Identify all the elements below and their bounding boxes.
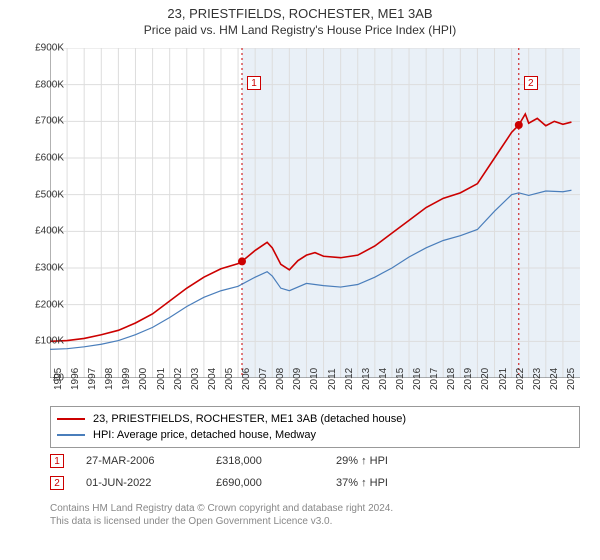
x-tick-label: 2011 — [327, 368, 338, 390]
sale-marker-num-2: 2 — [54, 478, 60, 489]
chart-title: 23, PRIESTFIELDS, ROCHESTER, ME1 3AB — [0, 0, 600, 21]
x-tick-label: 2012 — [344, 368, 355, 390]
y-tick-label: £100K — [20, 336, 64, 347]
sales-table: 1 27-MAR-2006 £318,000 29% ↑ HPI 2 01-JU… — [50, 450, 486, 494]
y-tick-label: £500K — [20, 189, 64, 200]
legend-item-hpi: HPI: Average price, detached house, Medw… — [57, 427, 573, 443]
y-tick-label: £200K — [20, 299, 64, 310]
legend-label-subject: 23, PRIESTFIELDS, ROCHESTER, ME1 3AB (de… — [93, 413, 406, 425]
x-tick-label: 2025 — [566, 368, 577, 390]
y-tick-label: £900K — [20, 43, 64, 54]
sale-diff-1: 29% ↑ HPI — [336, 455, 486, 467]
legend: 23, PRIESTFIELDS, ROCHESTER, ME1 3AB (de… — [50, 406, 580, 448]
footer-attribution: Contains HM Land Registry data © Crown c… — [50, 502, 393, 528]
x-tick-label: 2020 — [480, 368, 491, 390]
sale-marker-icon-1: 1 — [50, 454, 64, 468]
sale-row-1: 1 27-MAR-2006 £318,000 29% ↑ HPI — [50, 450, 486, 472]
legend-item-subject: 23, PRIESTFIELDS, ROCHESTER, ME1 3AB (de… — [57, 411, 573, 427]
chart-plot-area — [50, 48, 580, 378]
y-tick-label: £400K — [20, 226, 64, 237]
x-tick-label: 2018 — [446, 368, 457, 390]
plot-sale-marker-2: 2 — [524, 76, 538, 90]
x-tick-label: 1995 — [53, 368, 64, 390]
sale-row-2: 2 01-JUN-2022 £690,000 37% ↑ HPI — [50, 472, 486, 494]
x-tick-label: 2001 — [156, 368, 167, 390]
x-tick-label: 1998 — [104, 368, 115, 390]
x-tick-label: 2008 — [275, 368, 286, 390]
x-tick-label: 2009 — [292, 368, 303, 390]
chart-container: 23, PRIESTFIELDS, ROCHESTER, ME1 3AB Pri… — [0, 0, 600, 560]
y-tick-label: £800K — [20, 79, 64, 90]
x-tick-label: 2019 — [463, 368, 474, 390]
x-tick-label: 2007 — [258, 368, 269, 390]
x-tick-label: 2002 — [173, 368, 184, 390]
plot-sale-marker-1: 1 — [247, 76, 261, 90]
footer-line2: This data is licensed under the Open Gov… — [50, 515, 393, 528]
legend-label-hpi: HPI: Average price, detached house, Medw… — [93, 429, 316, 441]
x-tick-label: 2017 — [429, 368, 440, 390]
sale-price-2: £690,000 — [216, 477, 336, 489]
sale-date-1: 27-MAR-2006 — [86, 455, 216, 467]
legend-swatch-hpi — [57, 434, 85, 436]
sale-diff-2: 37% ↑ HPI — [336, 477, 486, 489]
x-tick-label: 2013 — [361, 368, 372, 390]
x-tick-label: 2021 — [498, 368, 509, 390]
chart-subtitle: Price paid vs. HM Land Registry's House … — [0, 21, 600, 37]
x-tick-label: 2015 — [395, 368, 406, 390]
x-tick-label: 1996 — [70, 368, 81, 390]
x-tick-label: 2003 — [190, 368, 201, 390]
sale-marker-icon-2: 2 — [50, 476, 64, 490]
y-tick-label: £300K — [20, 263, 64, 274]
y-tick-label: £600K — [20, 153, 64, 164]
x-tick-label: 2006 — [241, 368, 252, 390]
x-tick-label: 1997 — [87, 368, 98, 390]
x-tick-label: 2022 — [515, 368, 526, 390]
footer-line1: Contains HM Land Registry data © Crown c… — [50, 502, 393, 515]
sale-marker-num-1: 1 — [54, 456, 60, 467]
x-tick-label: 1999 — [121, 368, 132, 390]
y-tick-label: £700K — [20, 116, 64, 127]
x-tick-label: 2024 — [549, 368, 560, 390]
x-tick-label: 2016 — [412, 368, 423, 390]
x-tick-label: 2023 — [532, 368, 543, 390]
x-tick-label: 2005 — [224, 368, 235, 390]
legend-swatch-subject — [57, 418, 85, 420]
x-tick-label: 2004 — [207, 368, 218, 390]
x-tick-label: 2014 — [378, 368, 389, 390]
sale-price-1: £318,000 — [216, 455, 336, 467]
sale-date-2: 01-JUN-2022 — [86, 477, 216, 489]
chart-svg — [50, 48, 580, 378]
x-tick-label: 2000 — [138, 368, 149, 390]
x-tick-label: 2010 — [309, 368, 320, 390]
